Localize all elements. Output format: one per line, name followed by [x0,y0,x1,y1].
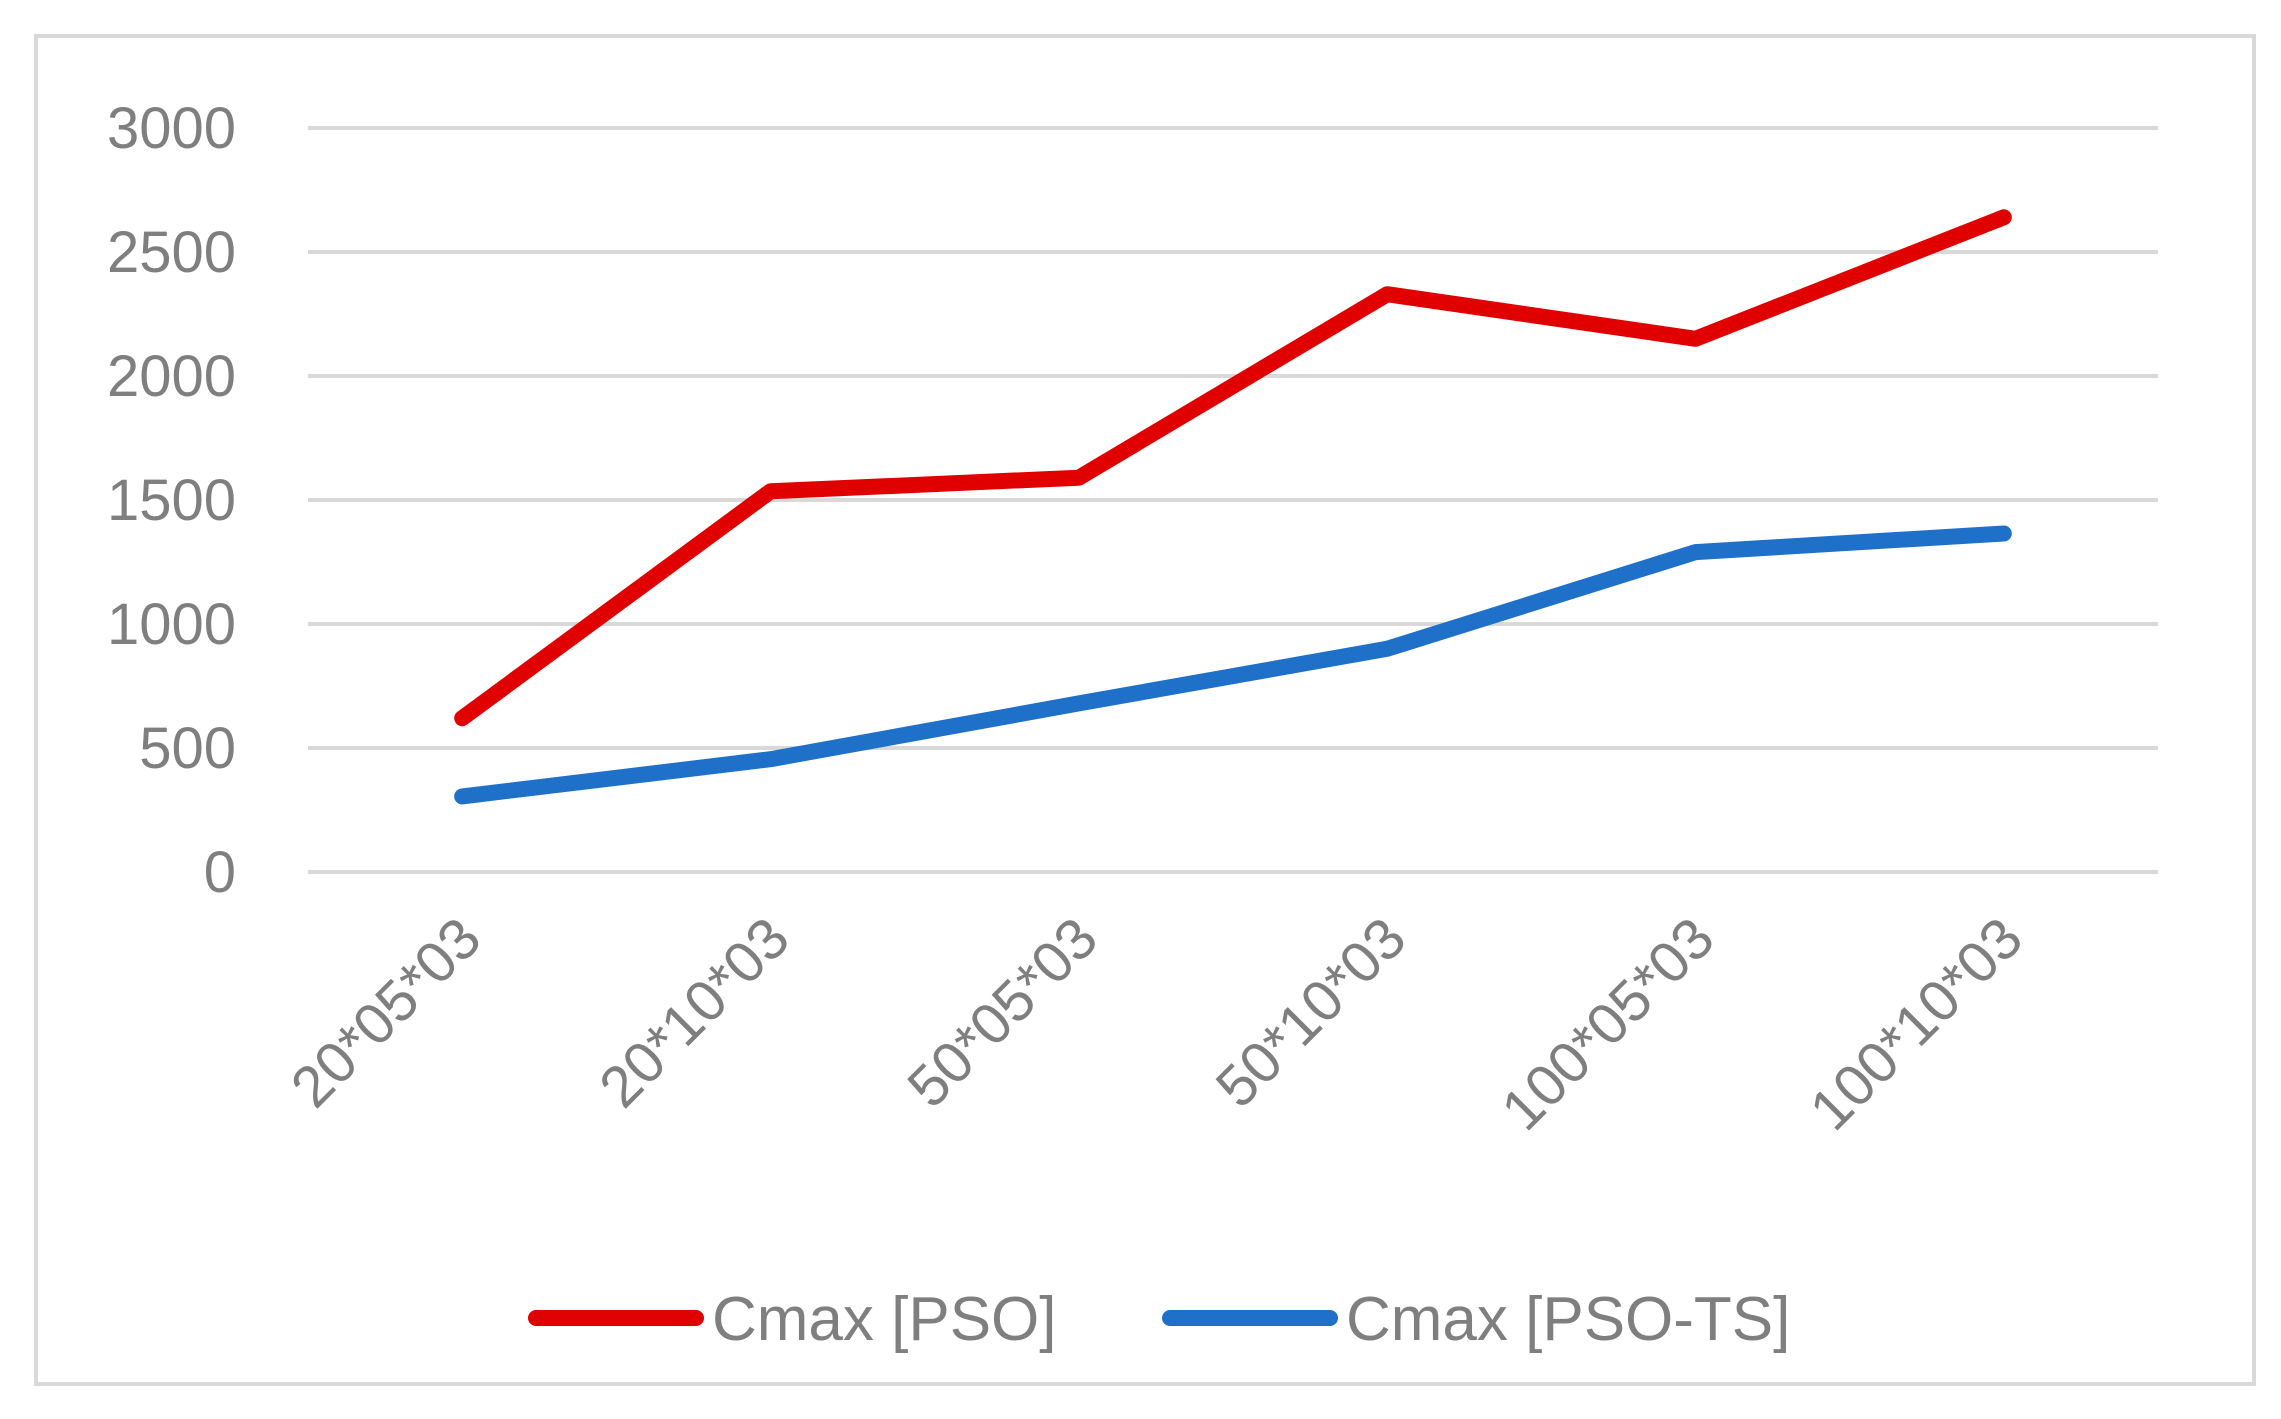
data-point [1386,648,1388,650]
x-axis: 20*05*03 20*10*03 50*05*03 50*10*03 100*05*0… [279,905,2035,1143]
data-point [1386,293,1388,295]
y-tick-label: 2500 [107,220,236,285]
legend: Cmax [PSO] Cmax [PSO-TS] [528,1285,1790,1354]
data-point [770,490,771,492]
x-tick-label: 100*10*03 [1797,905,2035,1143]
x-tick-label: 20*05*03 [279,905,494,1120]
x-tick-label: 50*05*03 [895,905,1110,1120]
y-tick-label: 500 [139,716,236,781]
data-point [1695,551,1696,553]
data-point [1078,702,1080,704]
series-lines [454,209,2012,805]
x-tick-label: 20*10*03 [587,905,802,1120]
data-point [770,758,771,760]
y-axis: 0 500 1000 1500 2000 2500 3000 [107,96,236,905]
data-point [2003,532,2005,534]
y-tick-label: 2000 [107,344,236,409]
x-tick-label: 50*10*03 [1204,905,1419,1120]
y-tick-label: 0 [204,840,236,905]
gridlines [308,126,2158,874]
x-tick-label: 100*05*03 [1489,905,1727,1143]
data-point [1695,338,1696,340]
data-point [2003,216,2005,218]
y-tick-label: 1000 [107,592,236,657]
series-line-1 [454,209,2012,727]
data-point [461,717,463,719]
legend-label: Cmax [PSO-TS] [1346,1285,1790,1354]
y-tick-label: 1500 [107,468,236,533]
y-tick-label: 3000 [107,96,236,161]
series-line-2 [454,525,2012,805]
legend-label: Cmax [PSO] [712,1285,1057,1354]
data-point [461,795,463,797]
data-point [1078,477,1080,479]
